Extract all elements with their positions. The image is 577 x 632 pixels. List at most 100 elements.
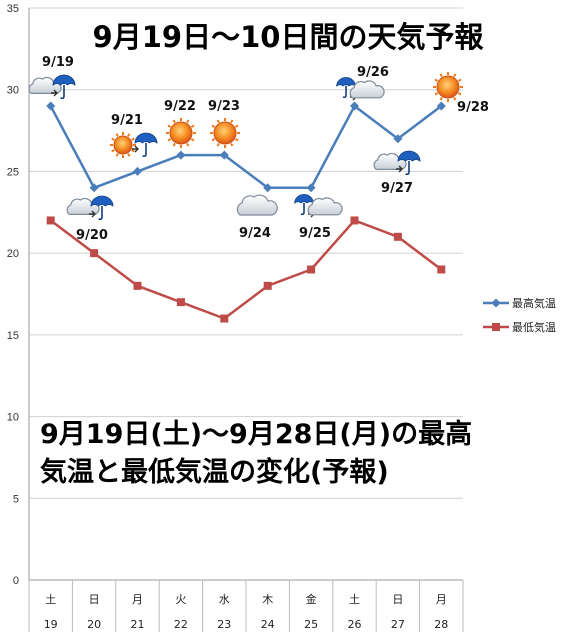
category-day-label: 23: [217, 618, 231, 631]
category-weekday-label: 日: [89, 593, 100, 606]
category-day-label: 26: [348, 618, 362, 631]
sun-icon: [166, 118, 196, 148]
cloudy-then-rain-icon: [66, 195, 114, 221]
category-day-label: 27: [391, 618, 405, 631]
date-label: 9/27: [381, 181, 413, 196]
weather-annotations: 9/19 9/20 9/21 9/22 9/23 9/24 9/25 9/26 9/27 9/28: [28, 55, 489, 243]
sunny-icon: [166, 118, 196, 148]
y-tick-label: 10: [7, 412, 19, 424]
category-weekday-label: 火: [175, 593, 186, 606]
data-point-high: [306, 183, 316, 193]
cloud-icon: [66, 197, 100, 215]
umbrella-icon: [90, 195, 114, 221]
chart-title: 9月19日〜10日間の天気予報: [93, 20, 485, 54]
chart-subtitle-line-1: 9月19日(土)〜9月28日(月)の最高: [40, 418, 472, 450]
data-point-high: [263, 183, 273, 193]
data-point-low: [90, 249, 99, 258]
data-point-high: [393, 134, 403, 144]
category-weekday-label: 土: [349, 593, 360, 606]
data-point-low: [46, 216, 55, 225]
umbrella-icon: [294, 194, 314, 216]
sunny-icon: [433, 72, 463, 102]
data-point-high: [46, 101, 56, 111]
y-tick-label: 30: [7, 85, 19, 97]
legend-label: 最低気温: [512, 320, 556, 334]
category-weekday-label: 水: [219, 593, 230, 606]
cloudy-icon: [236, 194, 278, 216]
data-point-high: [176, 150, 186, 160]
y-tick-label: 20: [7, 248, 19, 260]
category-day-label: 28: [434, 618, 448, 631]
umbrella-icon: [134, 132, 158, 158]
data-point-low: [133, 281, 142, 290]
data-point-low: [307, 265, 316, 274]
category-weekday-label: 木: [262, 593, 273, 606]
arrow-icon: [89, 210, 96, 218]
legend-marker: [492, 323, 500, 331]
data-point-low: [263, 281, 272, 290]
category-weekday-label: 金: [306, 592, 317, 606]
category-day-label: 20: [87, 618, 101, 631]
data-point-low: [176, 298, 185, 307]
data-point-low: [220, 314, 229, 323]
category-table: 土 19 日 20 月 21 火 22 水 23 木 24 金 25 土 26 日 27 月 28: [28, 579, 464, 632]
data-point-high: [219, 150, 229, 160]
gridlines: [28, 7, 463, 581]
data-point-low: [437, 265, 446, 274]
series-line-high: [49, 104, 443, 190]
rain-then-cloudy-icon: [336, 77, 385, 101]
cloud-icon: [236, 194, 278, 216]
cloudy-then-rain-icon: [28, 74, 76, 100]
category-weekday-label: 月: [436, 593, 447, 606]
sun-icon: [433, 72, 463, 102]
date-label: 9/24: [239, 226, 271, 241]
date-label: 9/20: [76, 228, 108, 243]
category-weekday-label: 月: [132, 593, 143, 606]
sunny-icon: [210, 118, 240, 148]
data-point-high: [350, 101, 359, 111]
date-label: 9/23: [208, 99, 240, 114]
umbrella-icon: [336, 77, 356, 99]
category-day-label: 19: [44, 618, 58, 631]
date-label: 9/19: [42, 55, 74, 70]
y-tick-label: 0: [13, 575, 19, 587]
series-line-low: [49, 219, 443, 320]
cloud-icon: [373, 152, 407, 170]
arrow-icon: [396, 165, 403, 173]
data-point-high: [436, 101, 446, 111]
data-point-high: [89, 183, 99, 193]
date-label: 9/28: [457, 100, 489, 115]
date-label: 9/21: [111, 113, 143, 128]
y-tick-label: 15: [7, 330, 19, 342]
category-weekday-label: 土: [45, 593, 56, 606]
rain-then-cloudy-icon: [294, 194, 343, 218]
arrow-icon: [132, 145, 139, 153]
category-weekday-label: 日: [392, 593, 403, 606]
cloudy-then-rain-icon: [373, 150, 421, 176]
data-point-low: [350, 216, 359, 225]
umbrella-icon: [52, 74, 76, 100]
y-tick-label: 35: [7, 3, 19, 15]
date-label: 9/26: [357, 65, 389, 80]
chart-subtitle-line-2: 気温と最低気温の変化(予報): [40, 456, 389, 488]
cloud-icon: [349, 80, 385, 99]
cloud-icon: [28, 76, 62, 94]
arrow-icon: [51, 89, 58, 97]
category-day-label: 22: [174, 618, 188, 631]
data-point-high: [133, 166, 142, 176]
category-day-label: 21: [131, 618, 145, 631]
cloud-icon: [307, 197, 343, 216]
sun-icon: [110, 132, 136, 158]
sunny-then-rain-icon: [110, 132, 158, 158]
date-label: 9/22: [164, 99, 196, 114]
y-tick-label: 5: [13, 493, 19, 505]
sun-icon: [210, 118, 240, 148]
y-axis-ticks: 0 5 10 15 20 25 30 35: [7, 3, 19, 587]
data-point-low: [393, 232, 402, 241]
umbrella-icon: [397, 150, 421, 176]
legend-label: 最高気温: [512, 296, 556, 310]
legend-marker: [491, 298, 501, 308]
date-label: 9/25: [299, 226, 331, 241]
